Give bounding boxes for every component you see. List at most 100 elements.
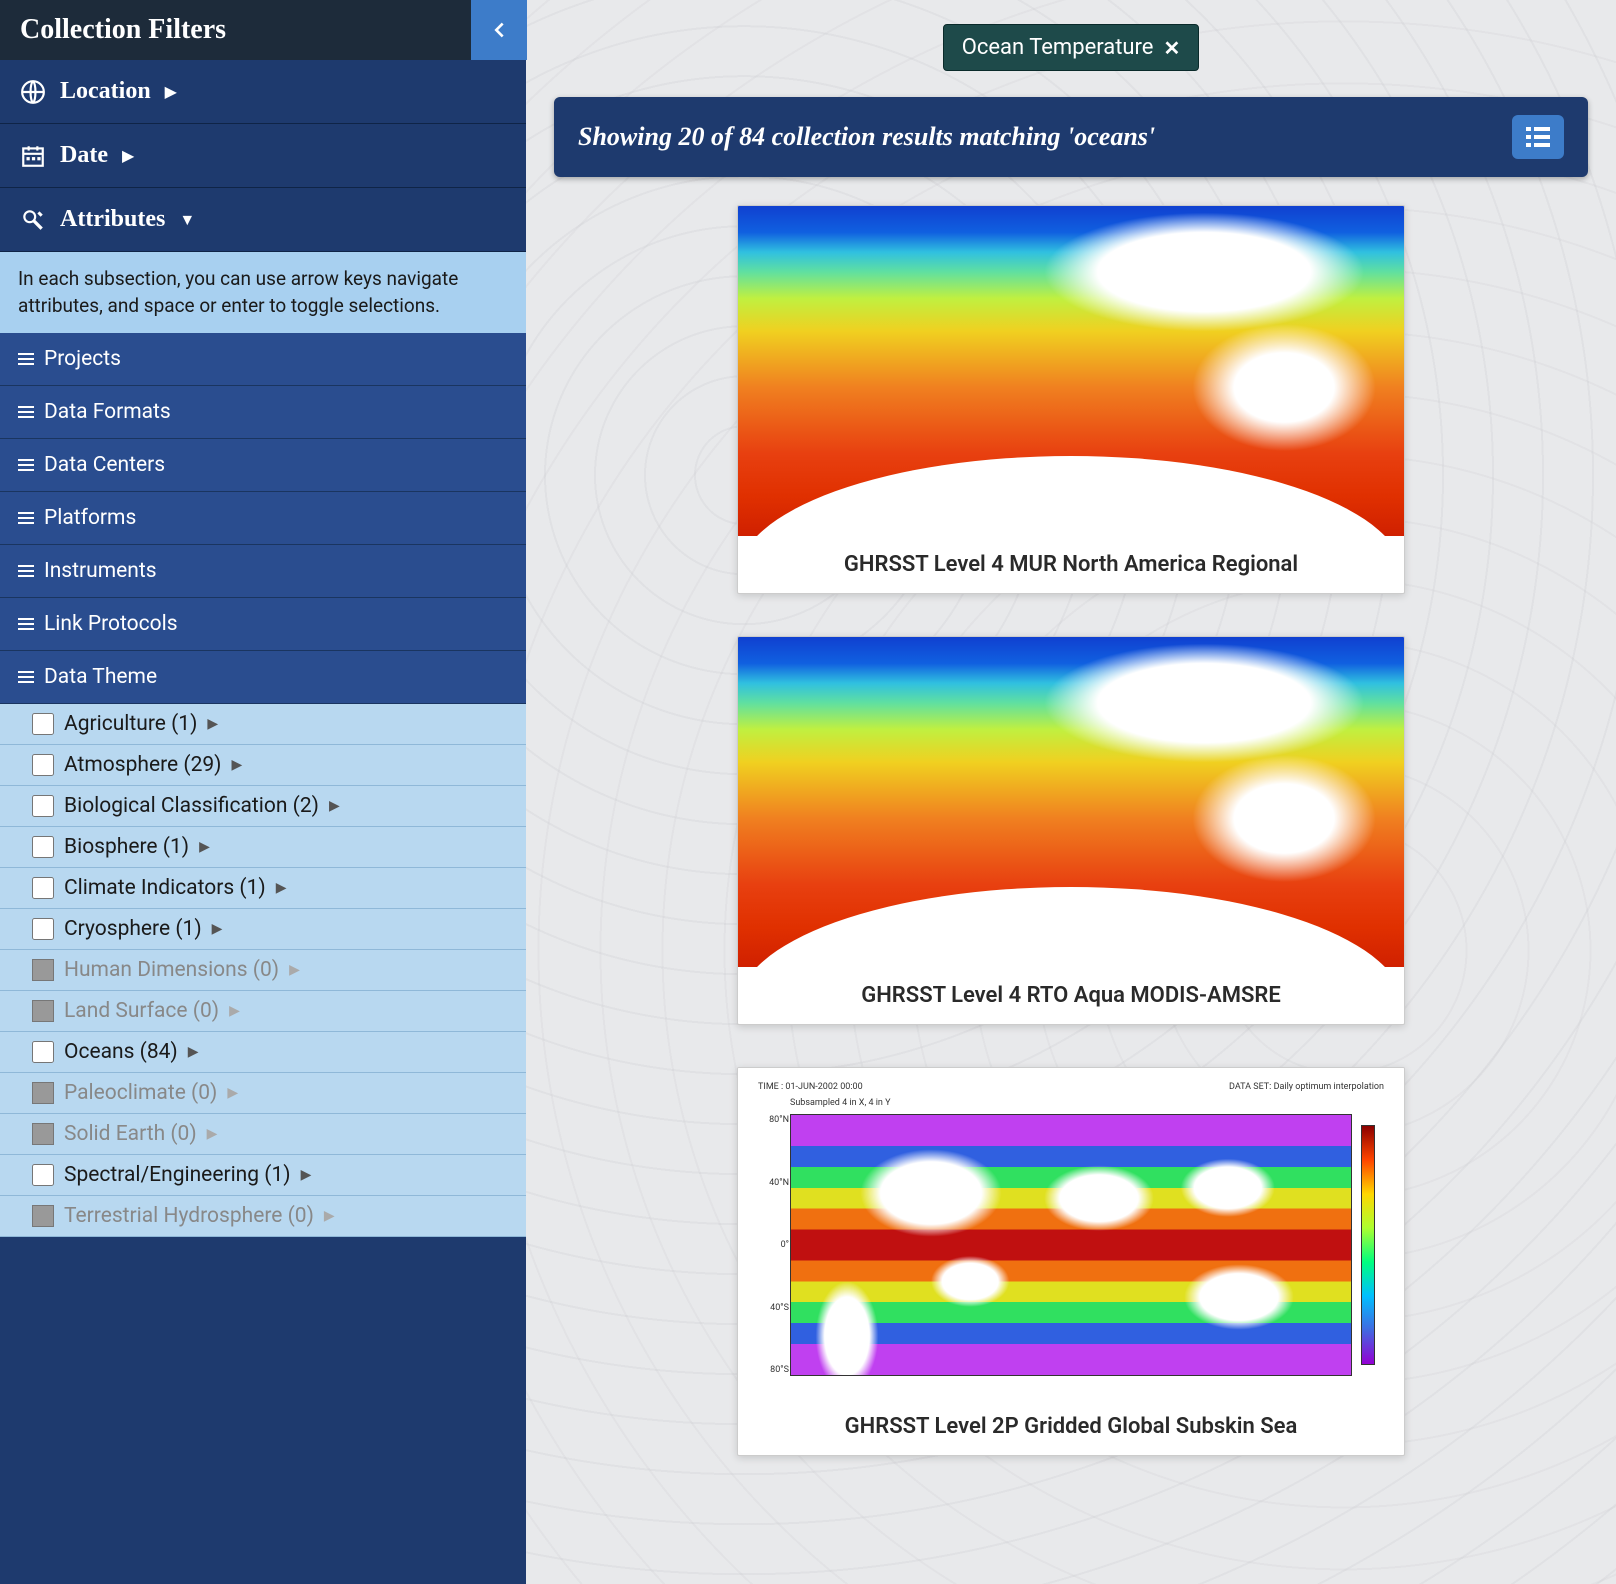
chevron-right-icon: ▶ bbox=[207, 716, 218, 732]
chevron-right-icon: ▶ bbox=[301, 1167, 312, 1183]
theme-label: Terrestrial Hydrosphere (0) bbox=[64, 1204, 314, 1228]
collapse-sidebar-button[interactable] bbox=[471, 0, 527, 60]
theme-item-spectral-engineering[interactable]: Spectral/Engineering (1) ▶ bbox=[0, 1155, 526, 1196]
theme-item-climate-indicators[interactable]: Climate Indicators (1) ▶ bbox=[0, 868, 526, 909]
chevron-right-icon: ▶ bbox=[329, 798, 340, 814]
globe-icon bbox=[20, 79, 46, 105]
subsection-data-formats[interactable]: Data Formats bbox=[0, 386, 526, 439]
filter-label: Attributes bbox=[60, 206, 165, 233]
card-title: GHRSST Level 4 RTO Aqua MODIS-AMSRE bbox=[738, 967, 1404, 1024]
theme-item-cryosphere[interactable]: Cryosphere (1) ▶ bbox=[0, 909, 526, 950]
list-view-toggle[interactable] bbox=[1512, 115, 1564, 159]
theme-checkbox-disabled bbox=[32, 1082, 54, 1104]
filter-label: Location bbox=[60, 78, 151, 105]
main-content: Ocean Temperature ✕ Showing 20 of 84 col… bbox=[526, 0, 1616, 1584]
subsection-projects[interactable]: Projects bbox=[0, 333, 526, 386]
subsection-platforms[interactable]: Platforms bbox=[0, 492, 526, 545]
theme-item-biosphere[interactable]: Biosphere (1)▶ bbox=[0, 827, 526, 868]
theme-item-land-surface: Land Surface (0)▶ bbox=[0, 991, 526, 1032]
theme-label: Oceans (84) bbox=[64, 1040, 178, 1064]
subsection-data-centers[interactable]: Data Centers bbox=[0, 439, 526, 492]
theme-checkbox[interactable] bbox=[32, 836, 54, 858]
chevron-right-icon: ▶ bbox=[207, 1126, 218, 1142]
subsection-label: Data Formats bbox=[44, 400, 171, 424]
hamburger-icon bbox=[18, 459, 34, 471]
result-card[interactable]: TIME : 01-JUN-2002 00:00DATA SET: Daily … bbox=[737, 1067, 1405, 1456]
theme-checkbox[interactable] bbox=[32, 1164, 54, 1186]
subsection-label: Projects bbox=[44, 347, 121, 371]
card-title: GHRSST Level 4 MUR North America Regiona… bbox=[738, 536, 1404, 593]
card-thumbnail: TIME : 01-JUN-2002 00:00DATA SET: Daily … bbox=[738, 1068, 1404, 1398]
filter-tag-label: Ocean Temperature bbox=[962, 35, 1154, 60]
chevron-right-icon: ▶ bbox=[227, 1085, 238, 1101]
expand-arrow-icon: ▶ bbox=[122, 146, 134, 165]
theme-checkbox[interactable] bbox=[32, 795, 54, 817]
theme-item-oceans[interactable]: Oceans (84) ▶ bbox=[0, 1032, 526, 1073]
theme-label: Biosphere (1) bbox=[64, 835, 189, 859]
theme-label: Climate Indicators (1) bbox=[64, 876, 266, 900]
collapse-arrow-icon: ▼ bbox=[179, 210, 195, 230]
result-card[interactable]: GHRSST Level 4 RTO Aqua MODIS-AMSRE bbox=[737, 636, 1405, 1025]
active-filters-row: Ocean Temperature ✕ bbox=[554, 24, 1588, 71]
theme-checkbox-disabled bbox=[32, 959, 54, 981]
theme-item-terrestrial-hydrosphere: Terrestrial Hydrosphere (0) ▶ bbox=[0, 1196, 526, 1237]
close-icon[interactable]: ✕ bbox=[1163, 36, 1180, 60]
sidebar-title: Collection Filters bbox=[20, 14, 226, 46]
chevron-right-icon: ▶ bbox=[188, 1044, 199, 1060]
subsection-label: Data Centers bbox=[44, 453, 165, 477]
theme-item-biological-classification[interactable]: Biological Classification (2) ▶ bbox=[0, 786, 526, 827]
theme-label: Biological Classification (2) bbox=[64, 794, 319, 818]
card-thumbnail bbox=[738, 206, 1404, 536]
theme-label: Cryosphere (1) bbox=[64, 917, 202, 941]
theme-checkbox-disabled bbox=[32, 1123, 54, 1145]
theme-label: Solid Earth (0) bbox=[64, 1122, 197, 1146]
hamburger-icon bbox=[18, 406, 34, 418]
wrench-icon bbox=[20, 207, 46, 233]
theme-item-agriculture[interactable]: Agriculture (1) ▶ bbox=[0, 704, 526, 745]
subsection-label: Link Protocols bbox=[44, 612, 178, 636]
theme-label: Human Dimensions (0) bbox=[64, 958, 279, 982]
theme-label: Paleoclimate (0) bbox=[64, 1081, 217, 1105]
filter-label: Date bbox=[60, 142, 108, 169]
subsection-label: Data Theme bbox=[44, 665, 157, 689]
sidebar: Collection Filters Location ▶ Date ▶ A bbox=[0, 0, 526, 1584]
theme-label: Agriculture (1) bbox=[64, 712, 197, 736]
expand-arrow-icon: ▶ bbox=[165, 82, 177, 101]
theme-label: Spectral/Engineering (1) bbox=[64, 1163, 291, 1187]
results-grid: GHRSST Level 4 MUR North America Regiona… bbox=[554, 205, 1588, 1456]
list-icon bbox=[1526, 127, 1550, 147]
theme-checkbox[interactable] bbox=[32, 918, 54, 940]
filter-section-location[interactable]: Location ▶ bbox=[0, 60, 526, 124]
results-count-text: Showing 20 of 84 collection results matc… bbox=[578, 122, 1155, 152]
hamburger-icon bbox=[18, 565, 34, 577]
chevron-right-icon: ▶ bbox=[276, 880, 287, 896]
theme-item-human-dimensions: Human Dimensions (0) ▶ bbox=[0, 950, 526, 991]
hamburger-icon bbox=[18, 618, 34, 630]
chevron-right-icon: ▶ bbox=[324, 1208, 335, 1224]
theme-checkbox[interactable] bbox=[32, 1041, 54, 1063]
theme-label: Land Surface (0) bbox=[64, 999, 219, 1023]
theme-label: Atmosphere (29) bbox=[64, 753, 222, 777]
chevron-right-icon: ▶ bbox=[289, 962, 300, 978]
subsection-label: Platforms bbox=[44, 506, 136, 530]
subsection-instruments[interactable]: Instruments bbox=[0, 545, 526, 598]
chevron-right-icon: ▶ bbox=[232, 757, 243, 773]
theme-checkbox[interactable] bbox=[32, 754, 54, 776]
subsection-link-protocols[interactable]: Link Protocols bbox=[0, 598, 526, 651]
theme-item-solid-earth: Solid Earth (0) ▶ bbox=[0, 1114, 526, 1155]
filter-tag[interactable]: Ocean Temperature ✕ bbox=[943, 24, 1200, 71]
arrow-left-icon bbox=[488, 19, 510, 41]
chevron-right-icon: ▶ bbox=[212, 921, 223, 937]
hamburger-icon bbox=[18, 671, 34, 683]
subsection-label: Instruments bbox=[44, 559, 157, 583]
help-text: In each subsection, you can use arrow ke… bbox=[0, 252, 526, 333]
theme-checkbox[interactable] bbox=[32, 713, 54, 735]
subsection-data-theme[interactable]: Data Theme bbox=[0, 651, 526, 704]
filter-section-attributes[interactable]: Attributes ▼ bbox=[0, 188, 526, 252]
theme-checkbox[interactable] bbox=[32, 877, 54, 899]
filter-section-date[interactable]: Date ▶ bbox=[0, 124, 526, 188]
sidebar-header: Collection Filters bbox=[0, 0, 526, 60]
result-card[interactable]: GHRSST Level 4 MUR North America Regiona… bbox=[737, 205, 1405, 594]
theme-item-atmosphere[interactable]: Atmosphere (29) ▶ bbox=[0, 745, 526, 786]
theme-item-paleoclimate: Paleoclimate (0) ▶ bbox=[0, 1073, 526, 1114]
